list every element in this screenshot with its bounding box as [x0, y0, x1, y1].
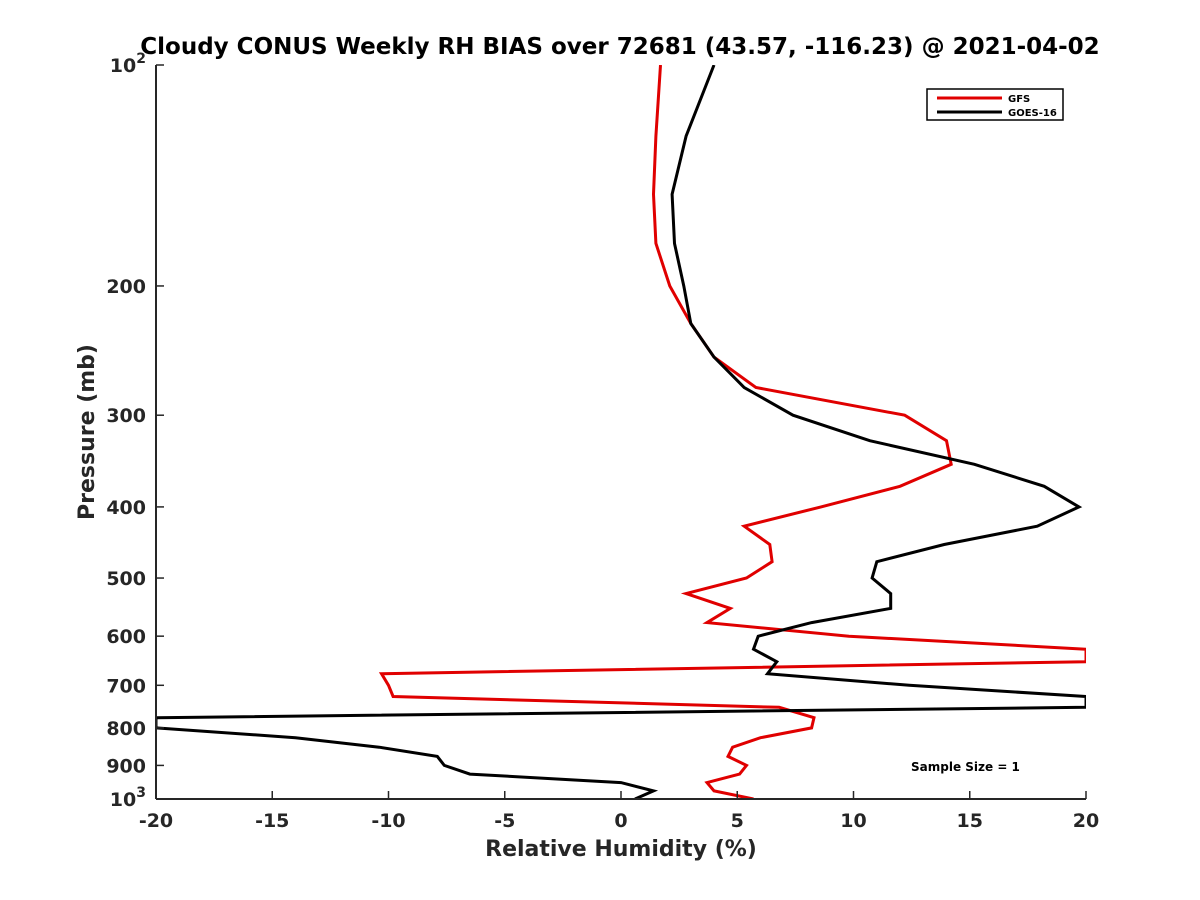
- y-tick-label: 900: [106, 755, 146, 777]
- legend-box: [926, 88, 1064, 121]
- y-tick-label-base: 200: [106, 276, 146, 298]
- x-tick-label: -15: [255, 810, 289, 832]
- y-tick-label-exponent: 2: [136, 51, 146, 67]
- y-tick-label: 200: [106, 276, 146, 298]
- legend-label: GOES-16: [1008, 108, 1057, 119]
- y-tick-label-base: 400: [106, 497, 146, 519]
- x-tick-label: 15: [957, 810, 983, 832]
- y-tick-label: 600: [106, 626, 146, 648]
- y-tick-label: 800: [106, 718, 146, 740]
- y-tick-label: 700: [106, 675, 146, 697]
- y-tick-label: 400: [106, 497, 146, 519]
- x-axis-label: Relative Humidity (%): [485, 837, 757, 862]
- x-tick-label: 20: [1073, 810, 1099, 832]
- chart-title: Cloudy CONUS Weekly RH BIAS over 72681 (…: [140, 34, 1099, 60]
- y-tick-label-base: 10: [110, 55, 136, 77]
- y-tick-label-base: 600: [106, 626, 146, 648]
- legend: GFS GOES-16: [926, 88, 1064, 121]
- y-tick-label-base: 800: [106, 718, 146, 740]
- y-tick-label: 300: [106, 405, 146, 427]
- x-tick-label: -5: [494, 810, 515, 832]
- y-tick-label-base: 700: [106, 675, 146, 697]
- sample-size-annotation: Sample Size = 1: [911, 760, 1020, 774]
- series-layer: [156, 65, 1086, 799]
- y-tick-label: 102: [110, 51, 146, 77]
- x-tick-label: -20: [139, 810, 173, 832]
- x-tick-label: -10: [371, 810, 405, 832]
- y-tick-label: 500: [106, 568, 146, 590]
- y-tick-label: 103: [110, 785, 146, 811]
- x-tick-label: 10: [840, 810, 866, 832]
- x-ticks: -20 -15 -10 -5 0 5 10 15 20: [139, 791, 1099, 832]
- y-tick-label-base: 300: [106, 405, 146, 427]
- plot-area: -20 -15 -10 -5 0 5 10 15 20 10220030040050060070…: [106, 51, 1099, 832]
- legend-label: GFS: [1008, 94, 1030, 105]
- y-tick-label-base: 500: [106, 568, 146, 590]
- y-tick-label-base: 900: [106, 755, 146, 777]
- y-tick-label-base: 10: [110, 789, 136, 811]
- y-axis-label: Pressure (mb): [75, 344, 100, 520]
- x-tick-label: 5: [731, 810, 744, 832]
- y-tick-label-exponent: 3: [136, 785, 146, 801]
- x-tick-label: 0: [614, 810, 627, 832]
- series-line-goes-16: [156, 65, 1086, 799]
- legend-items: GFS GOES-16: [937, 94, 1057, 119]
